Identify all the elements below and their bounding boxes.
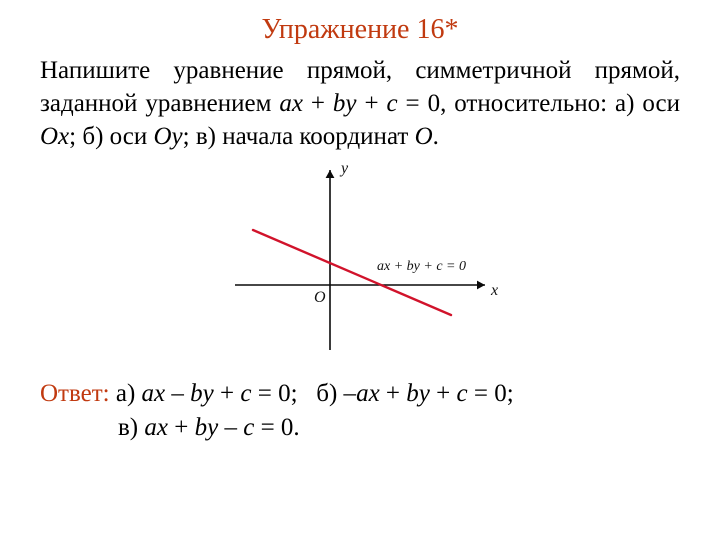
ans-a-prefix: а) <box>110 380 142 407</box>
ans-b-ax: ax <box>356 380 380 407</box>
ans-b-by: by <box>406 380 430 407</box>
prompt-part-2: относительно: а) оси <box>454 90 680 117</box>
ans-b-plus-2: + <box>430 380 457 407</box>
answer-line-2: в) ax + by – c = 0. <box>40 414 680 442</box>
ans-c-ax: ax <box>144 414 168 441</box>
prompt-part-5: . <box>433 123 439 150</box>
eq-c: c <box>387 90 398 117</box>
ans-b-prefix: б) – <box>316 380 356 407</box>
axis-oy: Oy <box>154 123 183 150</box>
ans-c-prefix: в) <box>118 414 144 441</box>
ans-a-rhs: = 0; <box>251 380 297 407</box>
ans-a-plus: + <box>214 380 241 407</box>
eq-by: by <box>333 90 357 117</box>
page: Упражнение 16* Напишите уравнение прямой… <box>0 0 720 540</box>
ans-a-minus: – <box>165 380 190 407</box>
ans-b-plus-1: + <box>380 380 407 407</box>
ans-a-by: by <box>190 380 214 407</box>
line-equation-label: ax + by + c = 0 <box>377 259 466 274</box>
answer-line-1: Ответ: а) ax – by + c = 0; б) –ax + by +… <box>40 380 680 408</box>
ans-c-c: c <box>243 414 254 441</box>
ans-a-c: c <box>240 380 251 407</box>
axis-ox: Ox <box>40 123 69 150</box>
answer-label: Ответ: <box>40 380 110 407</box>
y-axis-arrow-icon <box>326 170 335 178</box>
prompt-part-3: ; б) оси <box>69 123 153 150</box>
answers-block: Ответ: а) ax – by + c = 0; б) –ax + by +… <box>40 380 680 442</box>
origin-label: O <box>314 289 326 306</box>
ans-c-plus: + <box>168 414 195 441</box>
ans-a-ax: ax <box>142 380 166 407</box>
figure-container: Ox y ax + by + c = 0 <box>40 155 680 370</box>
line-figure: Ox y ax + by + c = 0 <box>215 155 505 365</box>
x-axis-arrow-icon <box>477 281 485 290</box>
ans-c-by: by <box>195 414 219 441</box>
exercise-title: Упражнение 16* <box>40 14 680 46</box>
y-axis-label: y <box>339 160 349 177</box>
prompt-part-4: ; в) начала координат <box>183 123 415 150</box>
ans-b-c: c <box>457 380 468 407</box>
ans-c-minus: – <box>218 414 243 441</box>
origin-o: O <box>415 123 433 150</box>
eq-rhs: = 0, <box>398 90 455 117</box>
eq-plus-2: + <box>357 90 387 117</box>
prompt-text: Напишите уравнение прямой, симметричной … <box>40 54 680 153</box>
eq-ax: ax <box>279 90 303 117</box>
ans-c-rhs: = 0. <box>254 414 299 441</box>
eq-plus-1: + <box>303 90 333 117</box>
x-axis-label: x <box>490 282 498 299</box>
ans-b-rhs: = 0; <box>468 380 514 407</box>
